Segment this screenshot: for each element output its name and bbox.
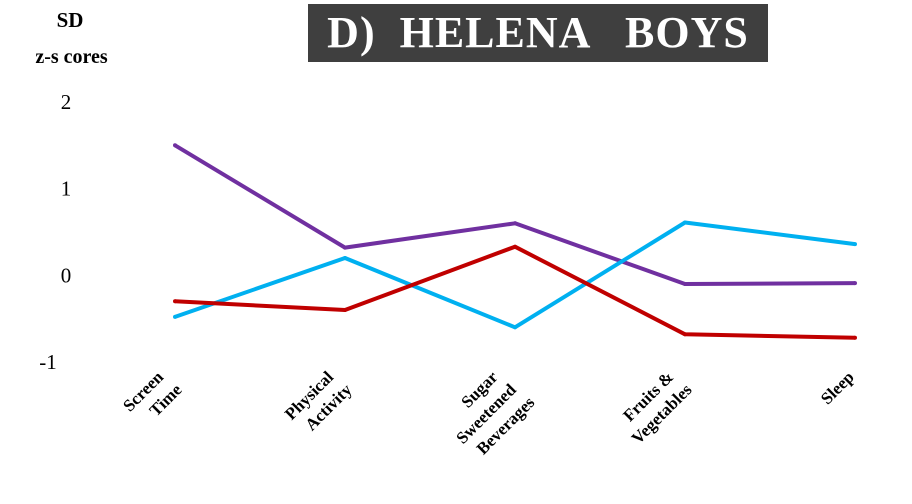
y-tick-label: 2 xyxy=(61,90,72,114)
chart-title: D) HELENA BOYS xyxy=(308,4,768,62)
data-point xyxy=(853,335,857,340)
y-tick-label: -1 xyxy=(39,350,57,374)
y-axis-title-line2: z-s cores xyxy=(35,46,108,68)
series-line-1 xyxy=(173,143,856,286)
series-line-2 xyxy=(174,220,856,330)
data-point xyxy=(683,282,687,286)
data-point xyxy=(343,256,347,260)
series-lines xyxy=(173,143,857,340)
x-tick-label: SugarSweetenedBeverages xyxy=(437,361,539,463)
data-point xyxy=(853,242,857,247)
data-point xyxy=(513,244,517,249)
x-tick-labels: ScreenTime PhysicalActivity SugarSweetened… xyxy=(119,361,858,463)
data-point xyxy=(853,281,857,286)
data-point xyxy=(683,220,687,225)
x-tick-label-line: Sleep xyxy=(817,367,858,408)
x-tick-label: Fruits &Vegetables xyxy=(612,364,696,448)
data-point xyxy=(513,221,517,226)
data-point xyxy=(343,245,347,250)
series-line-3 xyxy=(174,244,856,340)
x-tick-label: Sleep xyxy=(817,367,858,408)
y-tick-labels: 2 1 0 -1 xyxy=(39,90,71,374)
x-tick-label: PhysicalActivity xyxy=(281,364,356,439)
data-point xyxy=(173,143,177,148)
data-point xyxy=(173,314,177,319)
data-point xyxy=(343,308,347,312)
y-tick-label: 0 xyxy=(61,263,72,287)
data-point xyxy=(513,325,517,330)
data-point xyxy=(683,332,687,337)
y-axis-title-line1: SD xyxy=(56,8,84,32)
y-tick-label: 1 xyxy=(61,177,72,201)
data-point xyxy=(173,299,177,304)
x-tick-label: ScreenTime xyxy=(119,364,186,431)
